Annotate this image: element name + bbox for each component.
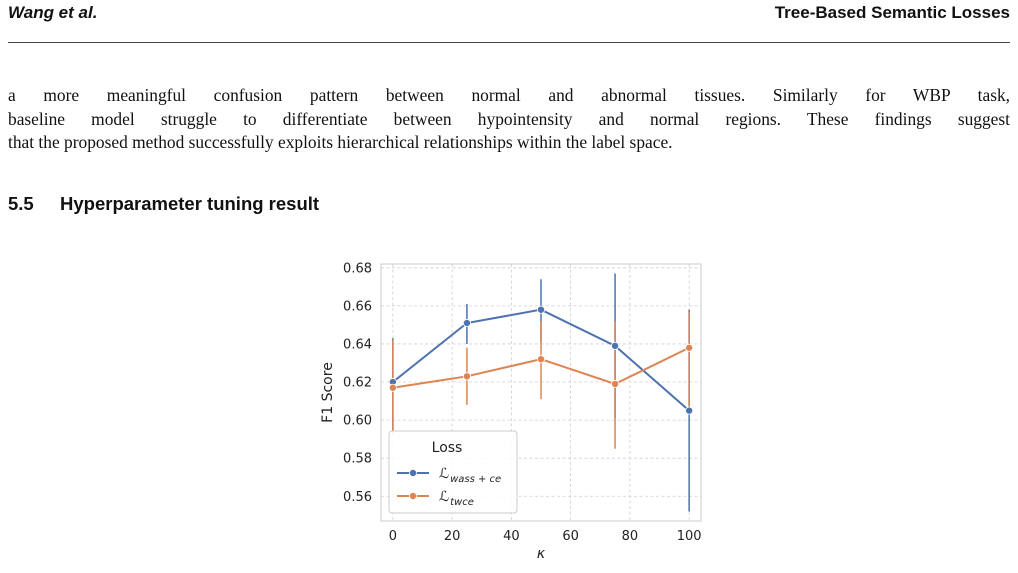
x-axis-label: κ <box>537 546 546 562</box>
data-point <box>685 406 694 415</box>
running-header-title: Tree-Based Semantic Losses <box>774 3 1010 22</box>
y-tick-label: 0.66 <box>343 299 372 314</box>
data-point <box>536 355 545 364</box>
data-point <box>462 372 471 381</box>
legend-title: Loss <box>432 440 463 456</box>
data-point <box>611 341 620 350</box>
section-heading: 5.5 Hyperparameter tuning result <box>8 193 319 215</box>
data-point <box>536 305 545 314</box>
x-tick-label: 20 <box>444 529 461 544</box>
f1-vs-kappa-chart: 0 20 40 60 80 100 0.56 0.58 0.60 0.62 0.64 0.66 0.68… <box>320 261 702 562</box>
legend-entry-label: ℒtwce <box>439 489 474 508</box>
x-tick-label: 80 <box>622 529 639 544</box>
data-point <box>611 379 620 388</box>
data-point <box>685 343 694 352</box>
body-paragraph: a more meaningful confusion pattern betw… <box>8 84 1010 155</box>
legend: Loss ℒwass + ce ℒtwce <box>388 430 518 514</box>
x-tick-label: 60 <box>562 529 579 544</box>
y-tick-label: 0.56 <box>343 490 372 505</box>
x-tick-label: 0 <box>389 529 397 544</box>
plot-frame <box>380 263 702 522</box>
header-rule <box>8 42 1010 43</box>
legend-box <box>388 430 518 514</box>
running-header-authors: Wang et al. <box>8 3 98 22</box>
y-tick-label: 0.58 <box>343 452 372 467</box>
data-point <box>462 319 471 328</box>
section-number: 5.5 <box>8 193 34 214</box>
legend-swatch-marker <box>409 491 418 500</box>
legend-swatch-marker <box>409 468 418 477</box>
y-tick-label: 0.60 <box>343 414 372 429</box>
y-axis-label: F1 Score <box>320 362 336 423</box>
paragraph-line: that the proposed method successfully ex… <box>8 132 673 153</box>
y-tick-label: 0.64 <box>343 337 372 352</box>
paragraph-line: baseline model struggle to differentiate… <box>8 108 1010 129</box>
x-tick-label: 40 <box>503 529 520 544</box>
paragraph-line: a more meaningful confusion pattern betw… <box>8 85 1010 105</box>
figure: 0 20 40 60 80 100 0.56 0.58 0.60 0.62 0.64 0.66 0.68… <box>300 255 720 568</box>
x-tick-label: 100 <box>677 529 702 544</box>
y-tick-label: 0.68 <box>343 261 372 276</box>
y-tick-label: 0.62 <box>343 376 372 391</box>
legend-entry-label: ℒwass + ce <box>439 466 501 485</box>
data-point <box>388 383 397 392</box>
section-title: Hyperparameter tuning result <box>60 193 320 214</box>
